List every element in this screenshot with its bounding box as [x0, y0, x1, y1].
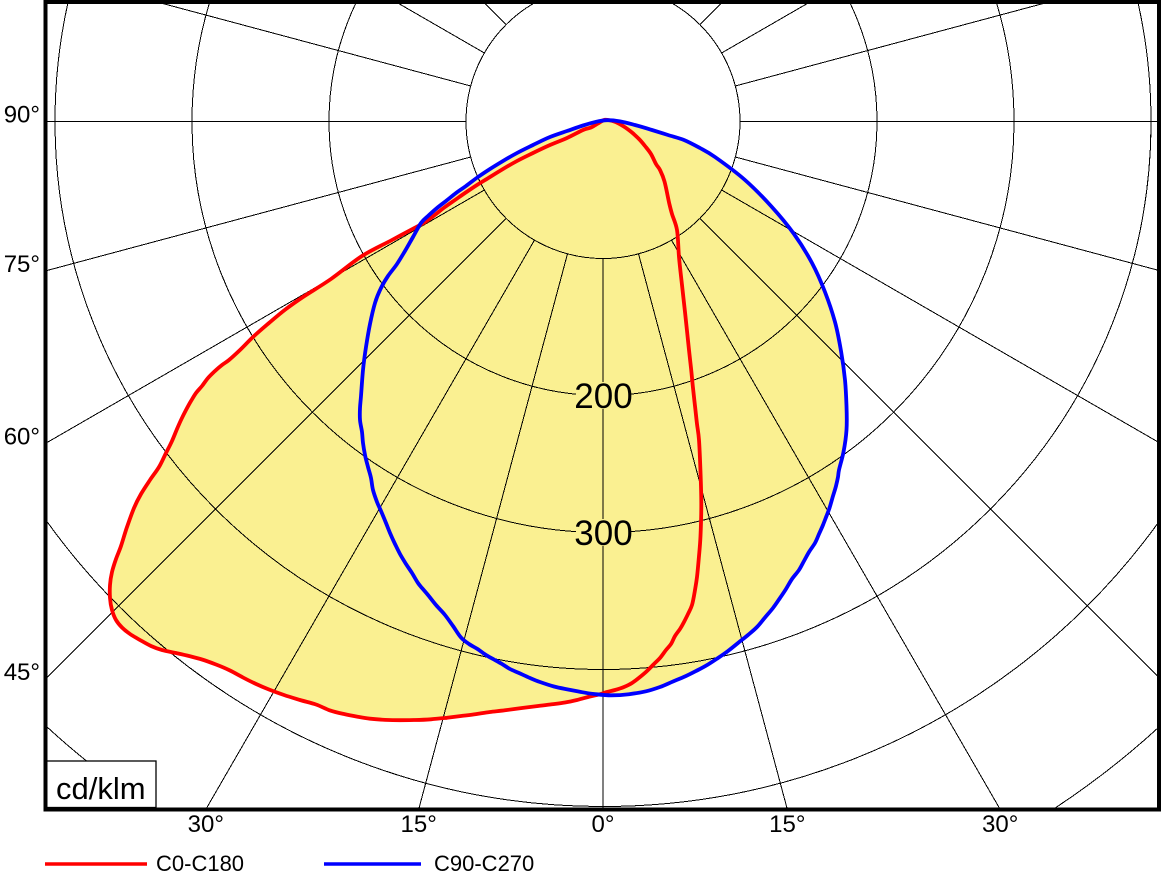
svg-text:15°: 15°	[769, 811, 805, 838]
svg-text:60°: 60°	[4, 423, 40, 450]
svg-text:75°: 75°	[4, 251, 40, 278]
svg-text:cd/klm: cd/klm	[56, 771, 146, 806]
svg-text:200: 200	[574, 377, 632, 416]
svg-text:C0-C180: C0-C180	[156, 851, 244, 876]
svg-text:45°: 45°	[4, 659, 40, 686]
svg-text:30°: 30°	[982, 811, 1018, 838]
svg-text:30°: 30°	[188, 811, 224, 838]
svg-text:C90-C270: C90-C270	[434, 851, 534, 876]
svg-text:300: 300	[574, 514, 632, 553]
svg-text:0°: 0°	[592, 811, 615, 838]
svg-text:90°: 90°	[4, 102, 40, 129]
svg-text:15°: 15°	[401, 811, 437, 838]
